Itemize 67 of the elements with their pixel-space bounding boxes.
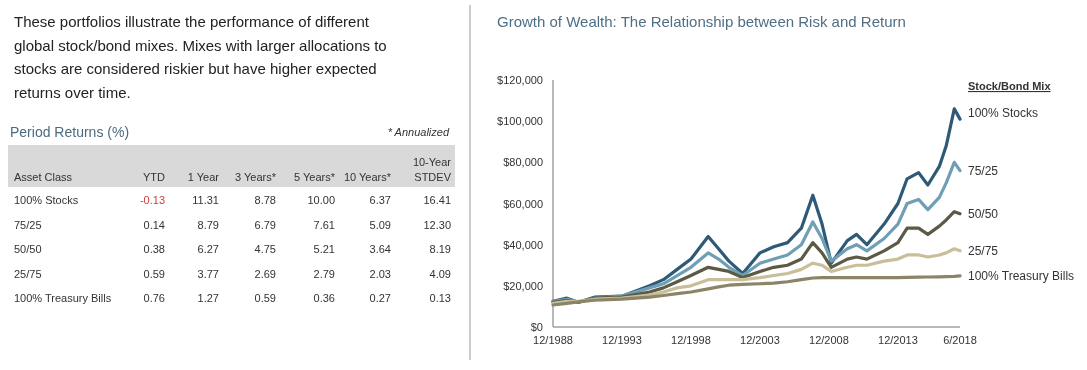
y-tick-label: $20,000 [503,279,543,292]
data-label: 8.79 [197,218,219,231]
chart-title: Growth of Wealth: The Relationship between Risk and Return [497,13,906,30]
x-tick-label: 12/2008 [809,334,849,346]
legend-label: 10 Years* [343,171,392,183]
data-label: 0.27 [369,292,391,305]
data-label: 6.37 [369,194,391,206]
data-label: 0.76 [143,292,165,305]
data-label: 4.09 [429,267,451,280]
data-label: 5.21 [313,243,335,256]
category-label: 50/50 [14,243,42,256]
legend-title: Stock/Bond Mix [968,80,1052,92]
y-tick-label: $120,000 [497,74,543,86]
data-label: -0.13 [139,194,165,206]
data-label: 12.30 [423,218,451,231]
series-label: 100% Stocks [968,106,1039,121]
category-label: 75/25 [14,218,42,231]
data-label: 11.31 [192,194,219,206]
text: These portfolios illustrate the performance of different global stock/bond mixes. Mixes with larger allocations to stocks are considered riskier but have higher expected returns over time. [14,13,387,101]
data-label: 8.19 [429,243,451,256]
category-label: 100% Stocks [14,194,79,206]
data-label: 3.77 [197,267,219,280]
series-label: 50/50 [968,206,999,221]
text: Asset Class [14,171,73,183]
x-tick-label: 12/1988 [533,334,573,346]
data-label: 2.79 [313,267,335,280]
x-tick-label: 6/2018 [943,334,977,346]
legend-label: 3 Years* [235,171,277,183]
line-series [551,274,962,307]
data-label: 0.13 [429,292,451,305]
data-label: 0.59 [143,267,165,280]
data-label: 2.03 [369,267,391,280]
data-label: 0.59 [254,292,276,305]
y-tick-label: $80,000 [503,156,543,169]
data-label: 0.14 [143,218,165,231]
series-label: 75/25 [968,163,999,178]
data-label: 0.36 [313,292,335,305]
text: YTD [143,171,166,183]
legend-label: 1 Year [187,171,220,183]
x-tick-label: 12/1998 [671,334,711,346]
y-tick-label: $40,000 [503,238,543,251]
text: * Annualized [387,126,450,138]
y-tick-label: $100,000 [497,115,543,128]
x-tick-label: 12/2003 [740,334,780,346]
data-label: 4.75 [254,243,276,256]
data-label: 7.61 [313,218,335,231]
data-label: 1.27 [197,292,219,305]
data-label: 6.79 [254,218,276,231]
data-label: 2.69 [254,267,276,280]
data-label: 0.38 [143,243,165,256]
legend-label: 10-Year STDEV [412,156,452,183]
x-tick-label: 12/1993 [602,334,642,346]
data-label: 16.41 [423,194,451,206]
series-label: 100% Treasury Bills [968,268,1075,283]
data-label: 3.64 [369,243,391,256]
y-tick-label: $60,000 [503,197,543,210]
text: Period Returns (%) [10,124,130,140]
data-label: 5.09 [369,218,391,231]
y-tick-label: $0 [530,321,543,333]
legend-label: 5 Years* [294,171,336,183]
category-label: 25/75 [14,267,42,280]
data-label: 10.00 [307,194,335,206]
x-tick-label: 12/2013 [878,334,918,346]
category-label: 100% Treasury Bills [14,292,112,305]
data-label: 6.27 [197,243,219,256]
data-label: 8.78 [254,194,276,206]
series-label: 25/75 [968,243,999,258]
